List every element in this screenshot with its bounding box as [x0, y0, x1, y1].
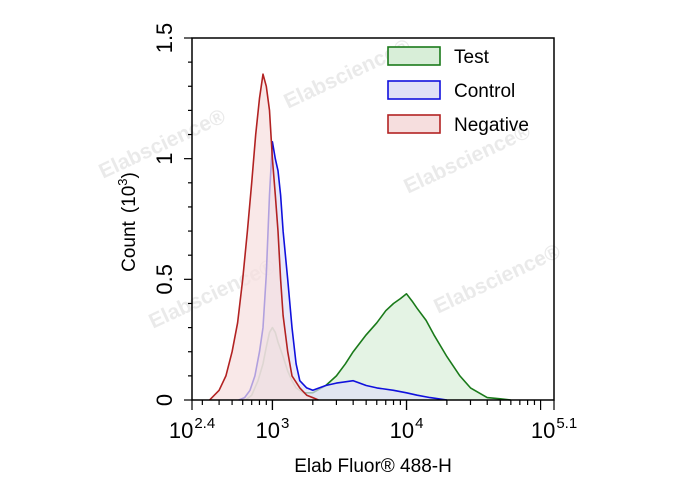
y-tick-label: 0.5: [152, 264, 177, 295]
y-tick-label: 1.5: [152, 23, 177, 54]
y-tick-label: 0: [152, 394, 177, 406]
legend-swatch-control: [387, 80, 441, 100]
series-test-area: [245, 293, 511, 400]
watermark-text: Elabscience®: [95, 105, 229, 184]
x-tick-label: 104: [390, 415, 424, 443]
x-axis-title: Elab Fluor® 488-H: [294, 456, 452, 477]
legend-swatch-test: [387, 46, 441, 66]
ticks-layer: 0 0.5 1 1.5 102.4 103 104 105.1: [152, 23, 577, 443]
x-tick-label: 103: [256, 415, 290, 443]
y-tick-label: 1: [152, 153, 177, 165]
x-tick-label: 102.4: [169, 415, 215, 443]
series-control-area: [238, 141, 447, 401]
series-layer: [209, 73, 511, 401]
legend-label-test: Test: [454, 47, 490, 68]
watermark-text: Elabscience®: [430, 240, 564, 319]
series-negative-line: [209, 73, 319, 401]
y-axis-unit-exp: 3: [115, 178, 130, 185]
y-axis-title: Count(103): [115, 172, 140, 272]
legend-label-control: Control: [454, 81, 515, 102]
legend: Test Control Negative: [387, 46, 529, 136]
legend-label-negative: Negative: [454, 115, 529, 136]
y-axis-title-text: Count: [119, 220, 140, 271]
x-tick-label: 105.1: [531, 415, 577, 443]
legend-swatch-negative: [387, 114, 441, 134]
series-negative-area: [209, 74, 319, 400]
plot-frame: [191, 37, 555, 401]
axes: [191, 37, 555, 401]
y-axis-unit-base: 10: [119, 186, 140, 207]
